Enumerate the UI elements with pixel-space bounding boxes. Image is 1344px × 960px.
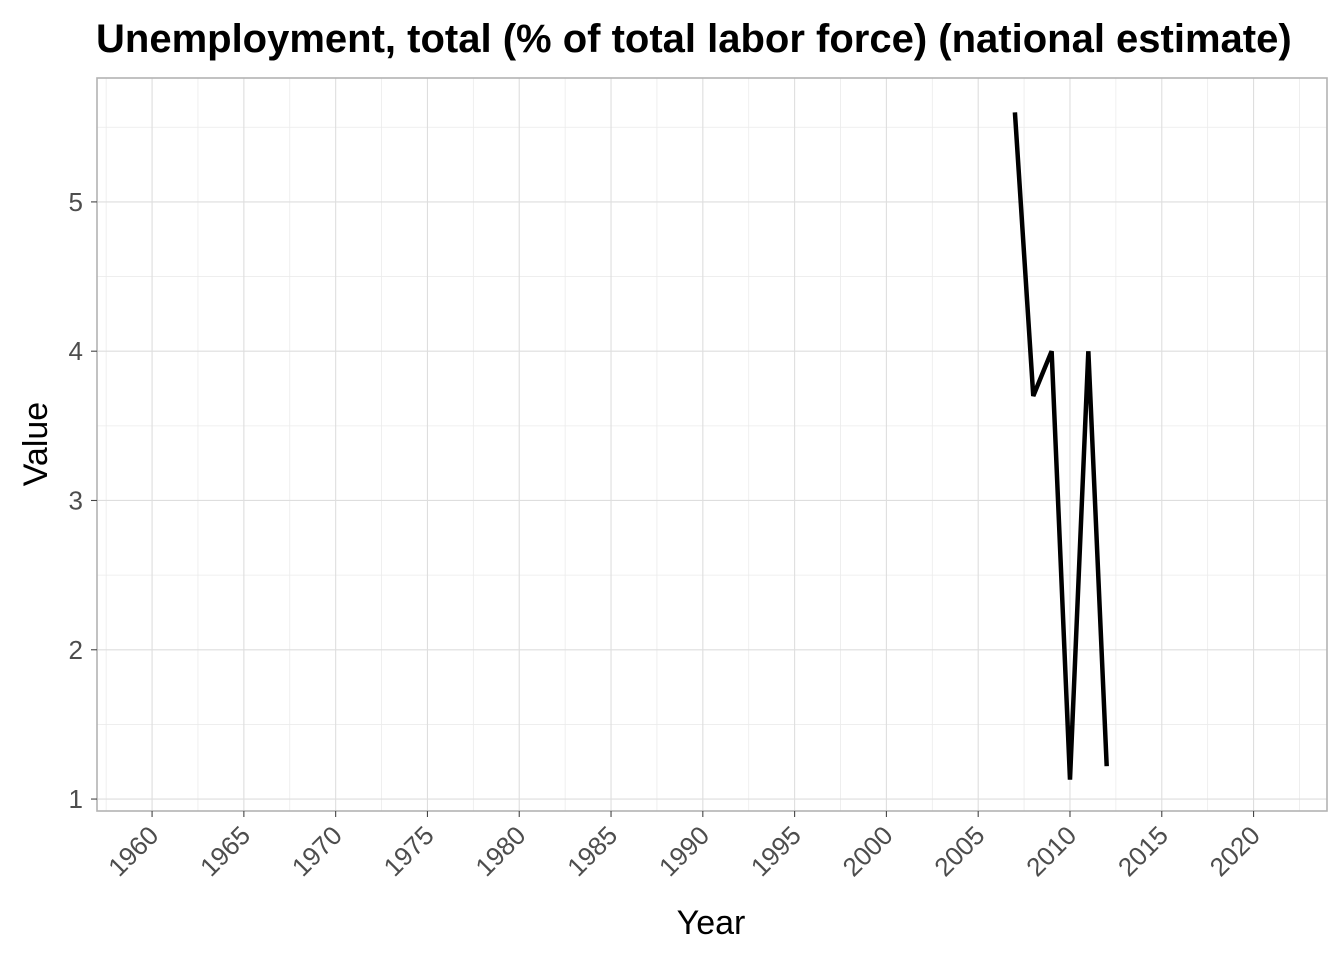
y-axis-ticks: 1 2 3 4 5 bbox=[69, 187, 97, 814]
series-layer bbox=[1012, 112, 1109, 780]
x-tick-label: 1960 bbox=[102, 820, 164, 882]
x-tick-label: 1965 bbox=[194, 820, 256, 882]
x-tick-label: 2020 bbox=[1204, 820, 1266, 882]
x-tick-label: 1970 bbox=[286, 820, 348, 882]
x-tick-label: 2000 bbox=[837, 820, 899, 882]
y-tick-label: 5 bbox=[69, 187, 83, 217]
x-axis-ticks: 1960 1965 1970 1975 1980 1985 1990 1995 2000 2005… bbox=[102, 811, 1266, 882]
x-tick-label: 1975 bbox=[378, 820, 440, 882]
x-tick-label: 1985 bbox=[561, 820, 623, 882]
chart-title: Unemployment, total (% of total labor fo… bbox=[96, 17, 1292, 61]
x-tick-label: 2005 bbox=[928, 820, 990, 882]
x-tick-label: 1980 bbox=[469, 820, 531, 882]
y-tick-label: 1 bbox=[69, 784, 83, 814]
major-gridlines bbox=[97, 78, 1327, 811]
y-tick-label: 2 bbox=[69, 635, 83, 665]
minor-gridlines bbox=[97, 78, 1327, 811]
x-tick-label: 2010 bbox=[1020, 820, 1082, 882]
plot-panel-border bbox=[96, 77, 1328, 812]
x-tick-label: 1990 bbox=[653, 820, 715, 882]
y-axis-title: Value bbox=[17, 402, 55, 486]
x-axis-title: Year bbox=[677, 904, 746, 942]
y-tick-label: 3 bbox=[69, 485, 83, 515]
x-tick-label: 1995 bbox=[745, 820, 807, 882]
x-tick-label: 2015 bbox=[1112, 820, 1174, 882]
y-tick-label: 4 bbox=[69, 336, 83, 366]
series-line bbox=[1012, 112, 1109, 780]
